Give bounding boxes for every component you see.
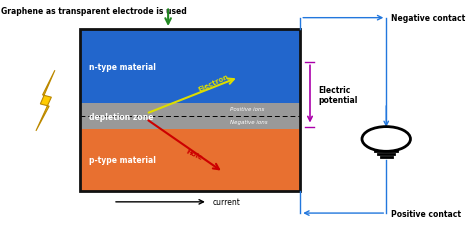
Text: Positive contact: Positive contact	[391, 209, 461, 218]
Polygon shape	[36, 71, 55, 131]
Text: Hole: Hole	[185, 148, 203, 161]
Text: n-type material: n-type material	[89, 62, 155, 71]
Text: Electron: Electron	[197, 73, 229, 93]
Text: Electric
potential: Electric potential	[318, 86, 357, 105]
Text: Negative ions: Negative ions	[230, 120, 267, 125]
Bar	[80, 130, 301, 191]
Text: p-type material: p-type material	[89, 156, 155, 165]
Bar	[80, 30, 301, 191]
Bar	[80, 104, 301, 130]
Text: Negative contact: Negative contact	[391, 14, 465, 23]
Text: current: current	[212, 198, 240, 206]
Text: Graphene as transparent electrode is used: Graphene as transparent electrode is use…	[0, 7, 186, 16]
Text: depletion zone: depletion zone	[89, 112, 153, 121]
Bar	[80, 30, 301, 104]
Text: Positive ions: Positive ions	[230, 106, 264, 111]
